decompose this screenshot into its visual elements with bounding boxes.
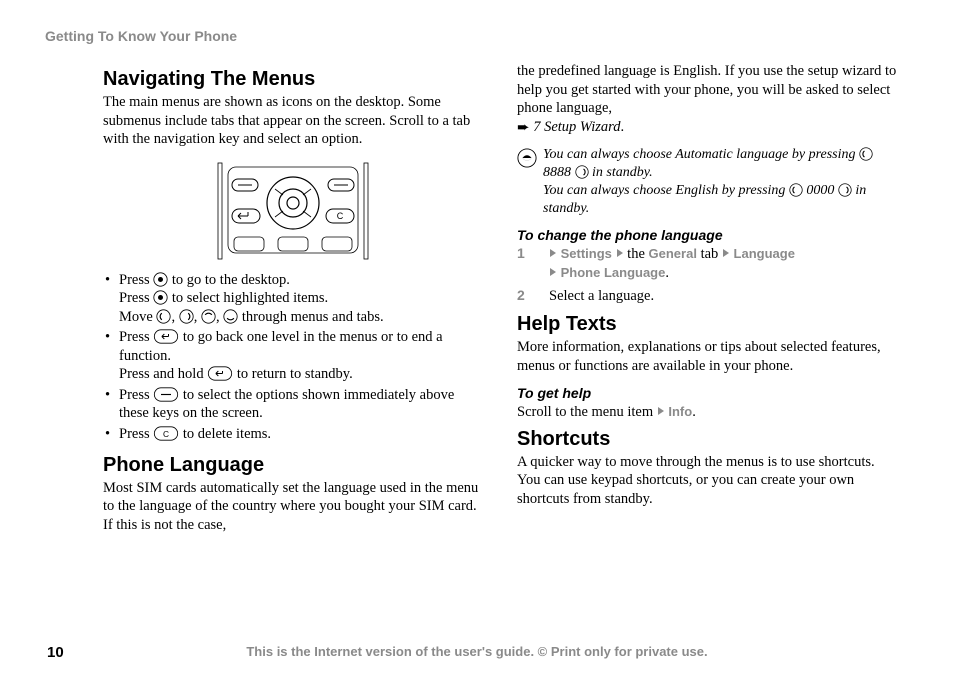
subhead-change-lang: To change the phone language [517, 227, 897, 243]
left-column: Navigating The Menus The main menus are … [103, 62, 483, 534]
c-key-icon [153, 426, 179, 441]
nav-arrow-icon [550, 268, 556, 276]
change-lang-steps: 1 Settings the General tab Language Phon… [517, 245, 897, 305]
nav-arrow-icon [658, 407, 664, 415]
right-key-icon [179, 309, 194, 324]
left-key-icon [859, 147, 873, 161]
running-header: Getting To Know Your Phone [45, 28, 909, 44]
heading-help-texts: Help Texts [517, 313, 897, 336]
bullet-back: Press to go back one level in the menus … [103, 328, 483, 384]
nav-arrow-icon [723, 249, 729, 257]
down-key-icon [223, 309, 238, 324]
right-key-icon [838, 183, 852, 197]
tip-text: You can always choose Automatic language… [543, 146, 897, 218]
tip-icon [517, 148, 537, 168]
step-1: 1 Settings the General tab Language Phon… [517, 245, 897, 282]
nav-arrow-icon [550, 249, 556, 257]
nav-bullet-list: Press to go to the desktop. Press to sel… [103, 271, 483, 444]
bullet-desktop: Press to go to the desktop. Press to sel… [103, 271, 483, 327]
nav-intro: The main menus are shown as icons on the… [103, 93, 483, 149]
lang-continuation: the predefined language is English. If y… [517, 62, 897, 138]
bullet-delete: Press to delete items. [103, 425, 483, 444]
subhead-get-help: To get help [517, 385, 897, 401]
right-column: the predefined language is English. If y… [517, 62, 897, 534]
content-columns: Navigating The Menus The main menus are … [45, 62, 909, 534]
heading-navigating: Navigating The Menus [103, 68, 483, 91]
tip-box: You can always choose Automatic language… [517, 146, 897, 218]
heading-phone-language: Phone Language [103, 454, 483, 477]
get-help-line: Scroll to the menu item Info. [517, 403, 897, 422]
soft-key-icon [153, 387, 179, 402]
back-key-icon [207, 366, 233, 381]
phone-language-para: Most SIM cards automatically set the lan… [103, 479, 483, 535]
help-texts-para: More information, explanations or tips a… [517, 338, 897, 375]
center-key-icon [153, 290, 168, 305]
left-key-icon [156, 309, 171, 324]
heading-shortcuts: Shortcuts [517, 428, 897, 451]
step-2: 2Select a language. [517, 287, 897, 306]
back-key-icon [153, 329, 179, 344]
shortcuts-para: A quicker way to move through the menus … [517, 453, 897, 509]
nav-arrow-icon [617, 249, 623, 257]
footer-notice: This is the Internet version of the user… [0, 644, 954, 659]
svg-text:C: C [337, 211, 344, 221]
left-key-icon [789, 183, 803, 197]
center-key-icon [153, 272, 168, 287]
phone-keypad-illustration: C [208, 161, 378, 261]
right-key-icon [575, 165, 589, 179]
bullet-softkey: Press to select the options shown immedi… [103, 386, 483, 423]
up-key-icon [201, 309, 216, 324]
xref-arrow-icon: ➨ [517, 119, 530, 138]
